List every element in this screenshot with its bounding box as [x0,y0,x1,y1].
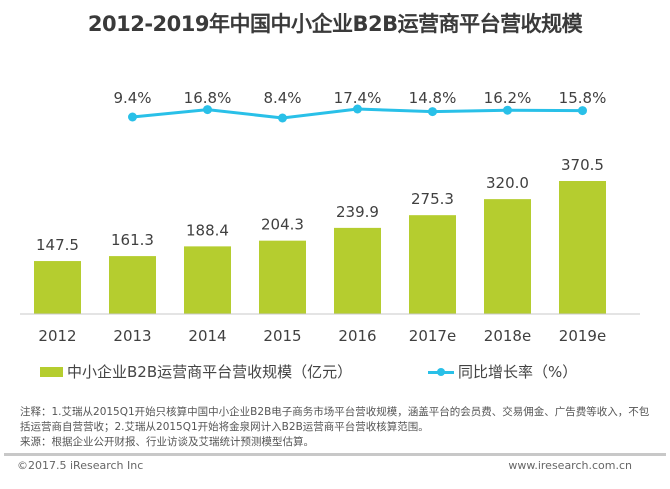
legend-bar-swatch [40,366,63,377]
x-tick-labels: 2012 2013 2014 2015 2016 2017e 2018e 2019e [38,327,606,345]
growth-point-2019e [578,106,587,116]
bar-value-label: 188.4 [186,221,229,239]
growth-value-label: 9.4% [113,89,151,107]
bar-2018e [484,199,531,314]
x-tick-label: 2018e [484,327,531,345]
bar-2013 [109,256,156,314]
note-line-2: 括运营商自营营收；2.艾瑞从2015Q1开始将金泉网计入B2B运营商平台营收核算… [20,421,429,433]
growth-value-label: 15.8% [559,89,607,107]
growth-value-label: 14.8% [409,89,457,107]
growth-point-2014 [203,105,212,115]
bar-2019e [559,181,606,314]
x-tick-label: 2013 [113,327,151,345]
growth-point-2018e [503,105,512,115]
x-tick-label: 2019e [559,327,606,345]
bar-value-label: 161.3 [111,231,154,249]
x-tick-label: 2016 [338,327,376,345]
growth-line-layer: 9.4% 16.8% 8.4% 17.4% 14.8% 16.2% 15.8% [113,89,606,123]
footer-divider [4,453,666,456]
bar-value-label: 320.0 [486,174,529,192]
bar-2016 [334,227,381,314]
growth-value-label: 17.4% [334,89,382,107]
bar-value-label: 370.5 [561,156,604,174]
legend-item-revenue: 中小企业B2B运营商平台营收规模（亿元） [40,361,352,382]
note-line-1: 注释：1.艾瑞从2015Q1开始只核算中国中小企业B2B电子商务市场平台营收规模… [20,406,650,418]
copyright: ©2017.5 iResearch Inc [17,459,144,472]
legend-item-growth: 同比增长率（%） [428,361,577,382]
x-tick-label: 2014 [188,327,226,345]
legend-label-revenue: 中小企业B2B运营商平台营收规模（亿元） [67,363,353,381]
chart-title: 2012-2019年中国中小企业B2B运营商平台营收规模 [87,12,583,36]
x-tick-label: 2015 [263,327,301,345]
legend-label-growth: 同比增长率（%） [458,363,578,381]
website-link[interactable]: www.iresearch.com.cn [508,459,632,472]
bar-2015 [259,240,306,314]
growth-value-label: 16.2% [484,89,532,107]
bar-value-label: 275.3 [411,190,454,208]
bar-value-label: 147.5 [36,236,79,254]
bar-2014 [184,246,231,314]
growth-point-2016 [353,104,362,114]
legend: 中小企业B2B运营商平台营收规模（亿元） 同比增长率（%） [40,361,660,385]
growth-point-2013 [128,112,137,122]
source-line: 来源：根据企业公开财报、行业访谈及艾瑞统计预测模型估算。 [20,436,314,448]
growth-value-label: 8.4% [263,89,301,107]
footnotes: 注释：1.艾瑞从2015Q1开始只核算中国中小企业B2B电子商务市场平台营收规模… [20,405,660,450]
bar-2017e [409,215,456,314]
bar-2012 [34,261,81,314]
growth-point-2017e [428,107,437,117]
growth-point-2015 [278,113,287,123]
x-tick-label: 2012 [38,327,76,345]
bar-value-label: 204.3 [261,216,304,234]
x-tick-label: 2017e [409,327,456,345]
bar-value-label: 239.9 [336,203,379,221]
legend-line-swatch [428,367,454,377]
bars-layer: 147.5 161.3 188.4 204.3 239.9 275.3 320.0 370.5 [34,156,606,314]
growth-value-label: 16.8% [184,89,232,107]
